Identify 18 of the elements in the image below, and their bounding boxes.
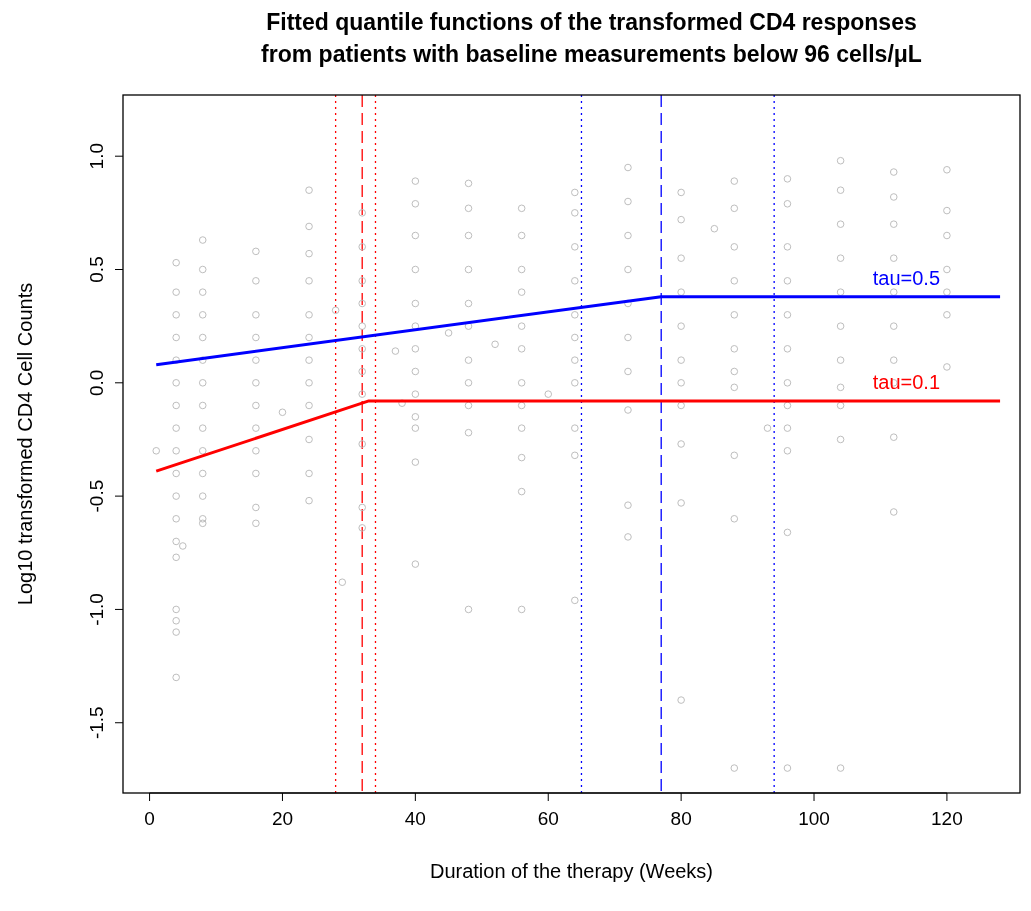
y-tick-label: -1.5 (86, 706, 107, 740)
y-tick-label: -1.0 (86, 593, 107, 626)
x-tick-label: 80 (670, 808, 692, 829)
x-tick-label: 40 (404, 808, 426, 829)
y-axis-title: Log10 transformed CD4 Cell Counts (14, 282, 36, 606)
series-label: tau=0.5 (872, 266, 941, 289)
x-axis-title: Duration of the therapy (Weeks) (429, 860, 714, 882)
y-tick-label: 0.5 (86, 256, 107, 283)
y-tick-label: 1.0 (86, 142, 107, 170)
x-tick-label: 120 (931, 808, 963, 829)
y-tick-label: 0.0 (86, 369, 107, 397)
series-label: tau=0.1 (872, 370, 941, 393)
chart-title: Fitted quantile functions of the transformed CD4 responses from patients with baseline measurements below 96 cells/μL (261, 9, 922, 67)
x-tick-label: 20 (271, 808, 294, 829)
y-tick-label: -0.5 (86, 479, 107, 513)
x-tick-label: 60 (537, 808, 559, 829)
x-tick-label: 0 (144, 808, 155, 829)
x-tick-label: 100 (798, 808, 830, 829)
